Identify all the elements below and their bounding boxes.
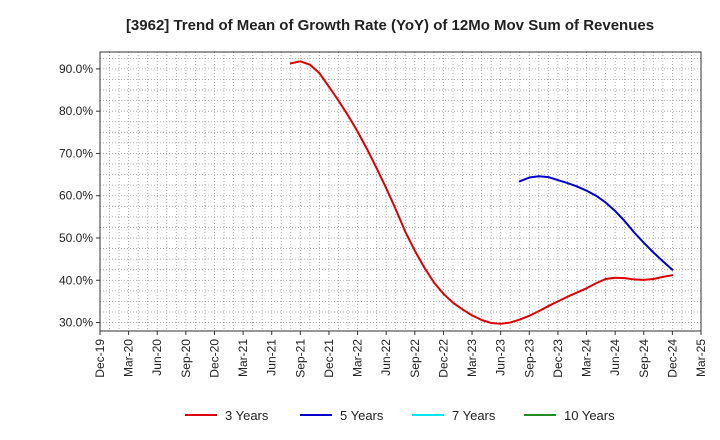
y-tick-label: 60.0% (59, 189, 93, 203)
x-tick-label: Dec-20 (207, 339, 221, 378)
series-group (289, 60, 674, 325)
x-tick-label: Jun-23 (494, 339, 508, 376)
x-tick-label: Mar-25 (694, 339, 708, 377)
x-tick-label: Jun-24 (608, 339, 622, 376)
x-tick-label: Mar-20 (122, 339, 136, 377)
legend-label: 10 Years (564, 408, 615, 423)
y-axis: 30.0% 40.0% 50.0% 60.0% 70.0% 80.0% 90.0% (59, 62, 100, 330)
x-tick-label: Sep-22 (408, 339, 422, 378)
legend-label: 7 Years (452, 408, 496, 423)
x-tick-label: Mar-22 (351, 339, 365, 377)
x-tick-label: Mar-21 (236, 339, 250, 377)
y-tick-label: 30.0% (59, 316, 93, 330)
legend: 3 Years 5 Years 7 Years 10 Years (185, 408, 615, 423)
x-axis: Dec-19 Mar-20 Jun-20 Sep-20 Dec-20 Mar-21 Jun-… (93, 331, 708, 378)
legend-label: 5 Years (340, 408, 384, 423)
x-tick-label: Jun-22 (379, 339, 393, 376)
grid-lines (99, 52, 702, 331)
x-tick-label: Sep-20 (179, 339, 193, 378)
x-tick-label: Dec-19 (93, 339, 107, 378)
x-tick-label: Dec-21 (322, 339, 336, 378)
y-tick-label: 50.0% (59, 231, 93, 245)
y-tick-label: 80.0% (59, 104, 93, 118)
y-tick-label: 90.0% (59, 62, 93, 76)
legend-label: 3 Years (225, 408, 269, 423)
y-tick-label: 70.0% (59, 146, 93, 160)
x-tick-label: Mar-24 (580, 339, 594, 377)
x-tick-label: Dec-22 (436, 339, 450, 378)
y-tick-label: 40.0% (59, 273, 93, 287)
x-tick-label: Dec-24 (665, 339, 679, 378)
series-line-5-years (518, 175, 674, 271)
x-tick-label: Jun-21 (265, 339, 279, 376)
x-tick-label: Mar-23 (465, 339, 479, 377)
x-tick-label: Sep-24 (637, 339, 651, 378)
x-tick-label: Jun-20 (150, 339, 164, 376)
x-tick-label: Sep-23 (522, 339, 536, 378)
x-tick-label: Sep-21 (293, 339, 307, 378)
chart-title: [3962] Trend of Mean of Growth Rate (YoY… (126, 17, 654, 34)
x-tick-label: Dec-23 (551, 339, 565, 378)
plot-area (99, 51, 702, 332)
series-line-3-years (289, 60, 674, 325)
